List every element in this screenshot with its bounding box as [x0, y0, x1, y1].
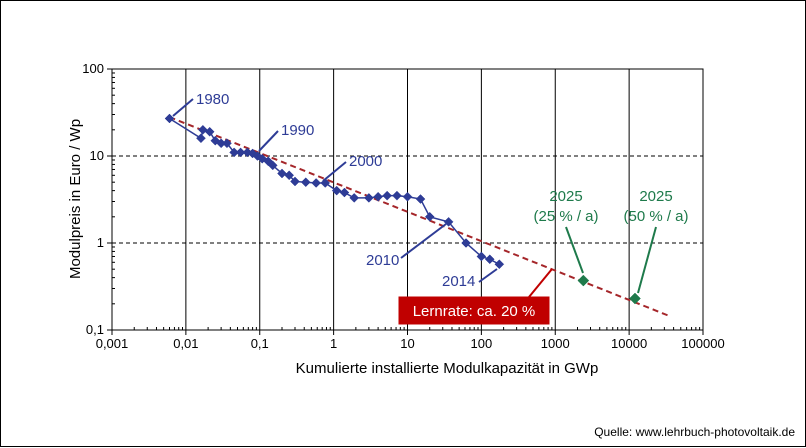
x-tick-label: 1000	[541, 336, 570, 351]
annotation-leader	[565, 226, 584, 274]
learning-rate-pointer	[528, 268, 553, 298]
learning-rate-label: Lernrate: ca. 20 %	[413, 303, 536, 320]
forecast-price-point	[577, 274, 590, 287]
historical-price-point	[461, 238, 471, 248]
historical-price-point	[443, 217, 454, 227]
historical-price-point	[476, 251, 487, 262]
historical-price-point	[415, 194, 426, 204]
historical-price-point	[164, 113, 175, 124]
historical-price-point	[284, 170, 295, 181]
annotation-leader	[258, 130, 279, 152]
x-tick-label: 0,001	[96, 336, 129, 351]
historical-price-point	[290, 176, 300, 187]
historical-price-point	[204, 126, 215, 137]
historical-price-point	[196, 133, 206, 144]
annotation-label: 2025	[549, 188, 582, 205]
historical-price-point	[349, 193, 360, 203]
source-credit: Quelle: www.lehrbuch-photovoltaik.de	[594, 425, 795, 439]
historical-price-point	[311, 178, 322, 188]
historical-price-point	[373, 191, 383, 202]
historical-price-point	[392, 190, 402, 201]
x-tick-label: 0,1	[251, 336, 269, 351]
historical-price-point	[331, 185, 342, 196]
x-tick-label: 0,01	[173, 336, 198, 351]
annotation-sublabel: (25 % / a)	[533, 208, 598, 225]
historical-price-point	[277, 168, 287, 179]
y-tick-label: 10	[90, 148, 104, 163]
annotation-sublabel: (50 % / a)	[623, 208, 688, 225]
x-tick-label: 10	[400, 336, 414, 351]
historical-price-point	[494, 259, 505, 270]
annotation-leader	[322, 161, 347, 182]
annotation-leader	[478, 268, 498, 283]
historical-price-point	[382, 190, 392, 201]
annotation-label: 1990	[281, 122, 314, 139]
historical-price-point	[300, 177, 311, 188]
historical-price-point	[424, 211, 435, 222]
historical-price-point	[364, 193, 374, 203]
forecast-price-point	[629, 292, 641, 305]
x-tick-label: 1	[330, 336, 337, 351]
x-tick-label: 100	[471, 336, 493, 351]
annotation-leader	[637, 226, 657, 294]
x-tick-label: 10000	[611, 336, 647, 351]
historical-price-point	[339, 187, 350, 198]
annotation-leader	[400, 223, 447, 259]
annotation-leader	[172, 98, 194, 117]
historical-price-point	[229, 147, 239, 158]
y-tick-label: 1	[97, 235, 104, 250]
historical-price-point	[235, 147, 246, 158]
y-axis-label: Modulpreis in Euro / Wp	[67, 119, 84, 279]
annotation-label: 2014	[442, 273, 475, 290]
annotation-label: 2000	[349, 153, 382, 170]
axis-layer: 0,001 0,01 0,1 1 10 100 1000 10000 100000 0,1 1 10 1…	[82, 61, 724, 351]
historical-price-point	[222, 138, 232, 149]
historical-price-point	[402, 191, 413, 202]
learning-rate-box	[398, 296, 550, 325]
x-tick-label: 100000	[681, 336, 724, 351]
series-layer	[164, 113, 641, 305]
historical-price-point	[484, 254, 495, 265]
historical-price-point	[267, 160, 278, 171]
y-tick-label: 100	[82, 61, 104, 76]
annotation-label: 1980	[196, 91, 229, 108]
y-tick-label: 0,1	[86, 322, 104, 337]
x-axis-label: Kumulierte installierte Modulkapazität i…	[296, 360, 599, 377]
annotation-layer: 1980 1990 2000 2010 2014 2025 (25 % / a) 2025 (5…	[172, 91, 689, 325]
annotation-label: 2010	[366, 252, 399, 269]
annotation-label: 2025	[639, 188, 672, 205]
